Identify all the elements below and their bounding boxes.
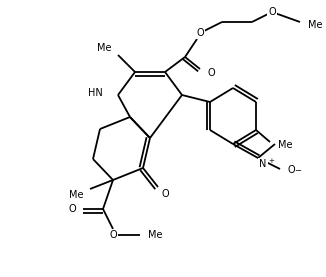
Text: N: N bbox=[259, 159, 267, 169]
Text: O: O bbox=[288, 165, 296, 175]
Text: O: O bbox=[196, 28, 204, 38]
Text: +: + bbox=[268, 158, 274, 164]
Text: O: O bbox=[68, 204, 76, 214]
Text: Me: Me bbox=[148, 230, 162, 240]
Text: HN: HN bbox=[88, 88, 103, 98]
Text: O: O bbox=[161, 189, 169, 199]
Text: O: O bbox=[283, 139, 290, 149]
Text: Me: Me bbox=[308, 20, 322, 30]
Text: Me: Me bbox=[68, 190, 83, 200]
Text: O: O bbox=[207, 68, 215, 78]
Text: −: − bbox=[294, 166, 301, 176]
Text: Me: Me bbox=[278, 140, 292, 150]
Text: Me: Me bbox=[96, 43, 111, 53]
Text: O: O bbox=[268, 7, 276, 17]
Text: O: O bbox=[109, 230, 117, 240]
